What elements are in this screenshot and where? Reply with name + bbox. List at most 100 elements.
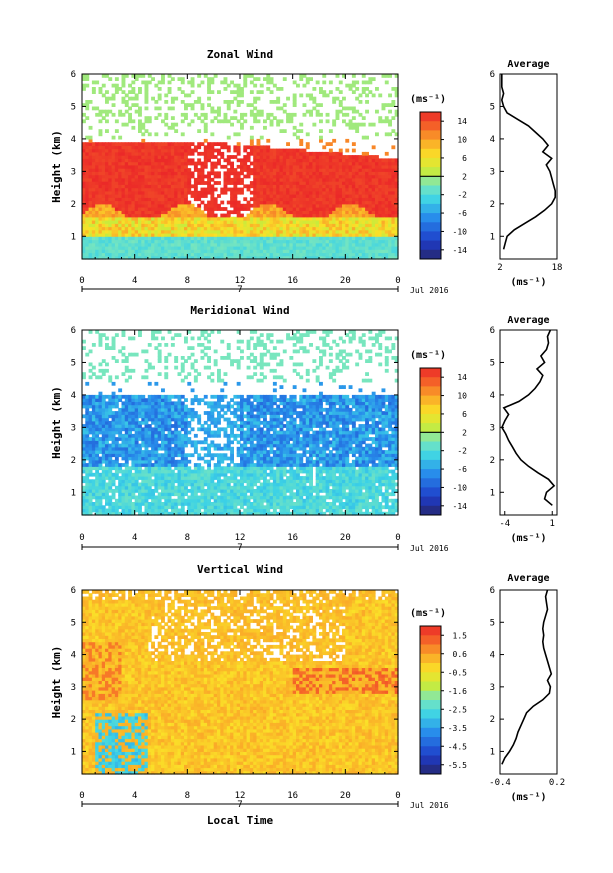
heatmap-cell [190,174,195,179]
heatmap-cell [157,223,162,228]
heatmap-cell [154,181,159,185]
heatmap-cell [105,239,109,244]
heatmap-cell [243,216,248,221]
heatmap-cell [85,103,90,107]
heatmap-cell [144,375,149,380]
heatmap-cell [138,229,142,234]
heatmap-cell [253,155,258,159]
heatmap-cell [217,252,221,257]
heatmap-cell [253,255,258,260]
heatmap-cell [144,359,149,363]
heatmap-cell [161,119,165,124]
heatmap-cell [88,164,93,169]
heatmap-cell [144,168,149,172]
heatmap-cell [249,220,254,224]
heatmap-cell [210,77,215,81]
heatmap-cell [88,171,93,176]
heatmap-cell [161,151,165,156]
heatmap-cell [207,148,211,153]
heatmap-cell [203,194,208,198]
x-tick-label: 0 [79,276,84,286]
heatmap-cell [161,220,165,224]
heatmap-cell [207,226,211,231]
heatmap-cell [200,200,205,205]
heatmap-cell [223,100,228,104]
heatmap-cell [243,83,248,88]
heatmap-cell [184,187,188,192]
heatmap-cell [154,171,159,176]
heatmap-cell [121,252,126,257]
heatmap-cell [164,174,169,179]
heatmap-cell [98,164,103,169]
heatmap-cell [187,220,192,224]
heatmap-cell [197,151,202,156]
heatmap-cell [375,109,379,114]
heatmap-cell [325,119,330,124]
heatmap-cell [118,174,123,179]
heatmap-cell [236,242,241,247]
heatmap-cell [138,109,142,114]
heatmap-cell [85,184,90,189]
heatmap-cell [167,213,172,218]
heatmap-cell [177,187,182,192]
heatmap-cell [203,236,208,241]
heatmap-cell [144,349,149,354]
heatmap-cell [141,125,146,130]
heatmap-cell [187,252,192,257]
heatmap-cell [88,207,93,211]
heatmap-cell [164,148,169,153]
heatmap-cell [134,148,139,153]
heatmap-cell [95,252,100,257]
heatmap-cell [246,200,251,205]
heatmap-cell [91,226,96,231]
heatmap-cell [213,161,218,166]
heatmap-cell [154,161,159,166]
colorbar-band [420,222,441,232]
heatmap-cell [91,90,96,94]
heatmap-cell [240,229,244,234]
heatmap-cell [249,236,254,241]
heatmap-cell [154,255,159,260]
heatmap-cell [207,96,211,101]
heatmap-cell [223,220,228,224]
heatmap-cell [98,362,103,367]
heatmap-cell [141,226,146,231]
x-tick-label: 0 [395,276,400,286]
heatmap-cell [164,233,169,237]
date-marker: 7 [237,285,242,295]
heatmap-cell [121,236,126,241]
heatmap-cell [213,148,218,153]
heatmap-cell [88,200,93,205]
heatmap-cell [167,190,172,195]
heatmap-cell [164,100,169,104]
heatmap-cell [95,207,100,211]
heatmap-cell [187,80,192,85]
heatmap-cell [223,246,228,250]
heatmap-cell [131,213,136,218]
heatmap-cell [154,187,159,192]
heatmap-cell [101,236,106,241]
heatmap-cell [358,112,363,117]
heatmap-cell [138,203,142,208]
heatmap-cell [147,239,152,244]
heatmap-cell [207,155,211,159]
heatmap-cell [170,194,175,198]
heatmap-cell [128,96,132,101]
heatmap-cell [223,255,228,260]
heatmap-cell [151,213,155,218]
heatmap-cell [249,171,254,176]
heatmap-cell [118,155,123,159]
heatmap-cell [243,255,248,260]
heatmap-cell [95,168,100,172]
heatmap-cell [213,216,218,221]
heatmap-cell [355,129,360,133]
heatmap-cell [131,246,136,250]
heatmap-cell [236,203,241,208]
heatmap-cell [197,203,202,208]
heatmap-cell [207,145,211,150]
heatmap-cell [108,77,113,81]
heatmap-cell [170,164,175,169]
heatmap-cell [105,207,109,211]
heatmap-cell [131,236,136,241]
